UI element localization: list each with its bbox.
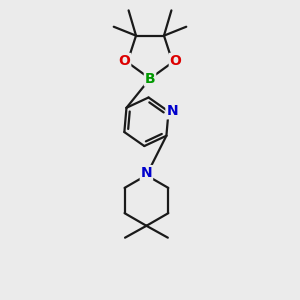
Text: B: B	[145, 72, 155, 86]
Text: O: O	[118, 54, 130, 68]
Text: O: O	[169, 54, 181, 68]
Text: N: N	[166, 104, 178, 118]
Text: N: N	[141, 166, 152, 180]
